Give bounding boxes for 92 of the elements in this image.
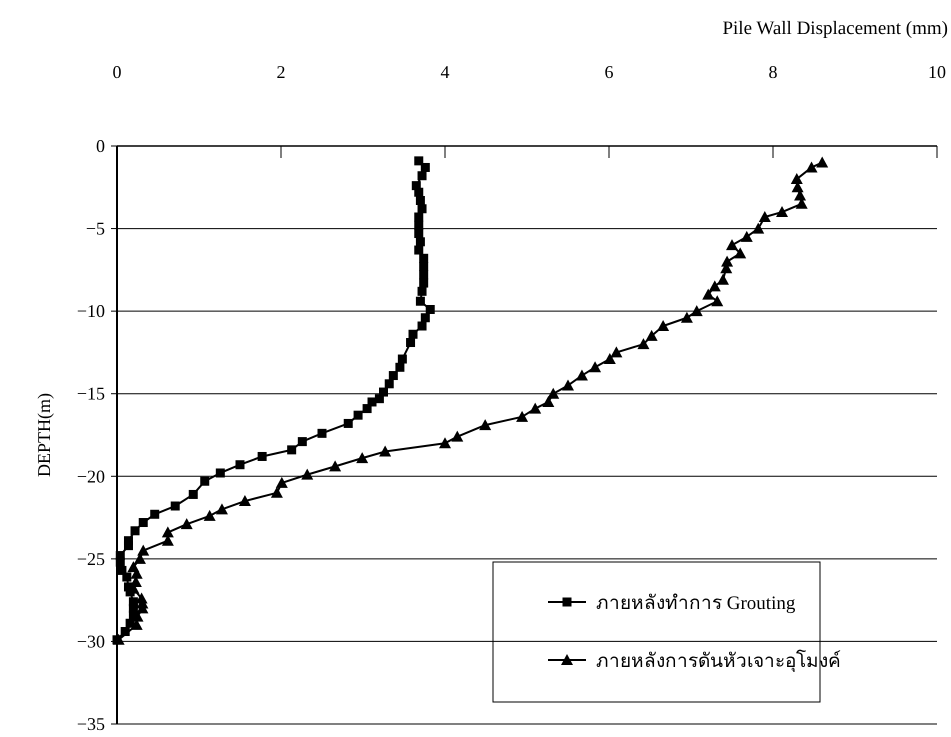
point [301,468,314,480]
y-tick-label: −25 [76,548,105,569]
point [395,362,404,372]
point [418,286,427,296]
y-tick-label: −15 [76,384,105,404]
point [740,230,753,242]
y-tick-label: −30 [76,631,105,652]
x-tick-label: 10 [928,62,946,82]
point [451,430,464,442]
point [188,490,198,499]
point [138,518,148,528]
point [418,322,427,331]
point [398,354,407,364]
point [204,510,216,521]
x-tick-label: 6 [604,62,614,82]
point [354,410,363,420]
x-axis-title: Pile Wall Displacement (mm) [722,18,948,39]
point [790,173,803,184]
y-axis-title: DEPTH(m) [34,393,54,477]
point [162,526,174,538]
point [562,379,574,390]
point [258,452,267,461]
point [200,476,210,486]
point [180,518,193,530]
point [479,419,492,430]
point [542,396,554,407]
legend-label: ภายหลังทำการ Grouting [596,593,796,614]
point [122,572,132,582]
point [276,476,288,488]
point [238,495,251,506]
point [426,304,435,314]
point [318,428,326,438]
x-tick-label: 2 [276,62,286,82]
point [604,353,616,364]
point [547,388,560,399]
y-tick-label: 0 [96,136,105,156]
point [388,371,398,380]
point [680,312,693,323]
point [287,445,296,454]
point [610,346,622,358]
point [657,320,670,332]
point [529,402,542,414]
point [414,246,424,255]
y-tick-label: −10 [76,301,105,322]
point [816,156,828,168]
point [344,418,353,428]
point [418,171,427,180]
x-tick-label: 4 [440,62,450,82]
point [137,544,150,556]
point [416,296,425,306]
point [270,486,283,498]
point [589,361,602,372]
point [356,452,368,464]
point [150,510,160,519]
point [637,338,650,350]
point [384,379,394,388]
point [216,503,228,514]
point [236,460,244,470]
point [170,502,180,511]
y-tick-label: −35 [76,714,105,734]
point [690,305,703,316]
point [726,239,738,250]
point [379,446,392,457]
point [702,288,714,300]
point [711,295,724,306]
point [752,222,764,234]
point [420,162,430,172]
point [776,206,788,218]
point [439,437,451,448]
point [408,330,418,339]
point [646,330,658,341]
point [758,211,771,222]
point [708,280,721,292]
point [414,156,424,166]
point [216,468,225,478]
point [716,274,729,285]
point [420,313,430,322]
x-tick-label: 0 [112,62,122,82]
point [516,410,528,422]
point [734,247,746,258]
point [130,526,140,536]
point [806,161,818,172]
point [329,460,342,472]
point [406,338,416,348]
point [362,404,372,414]
x-tick-label: 8 [768,62,778,82]
point [112,634,125,645]
point [124,541,133,550]
y-tick-label: −5 [86,218,105,239]
point [576,370,588,381]
point [298,437,307,446]
y-tick-label: −20 [76,466,105,486]
